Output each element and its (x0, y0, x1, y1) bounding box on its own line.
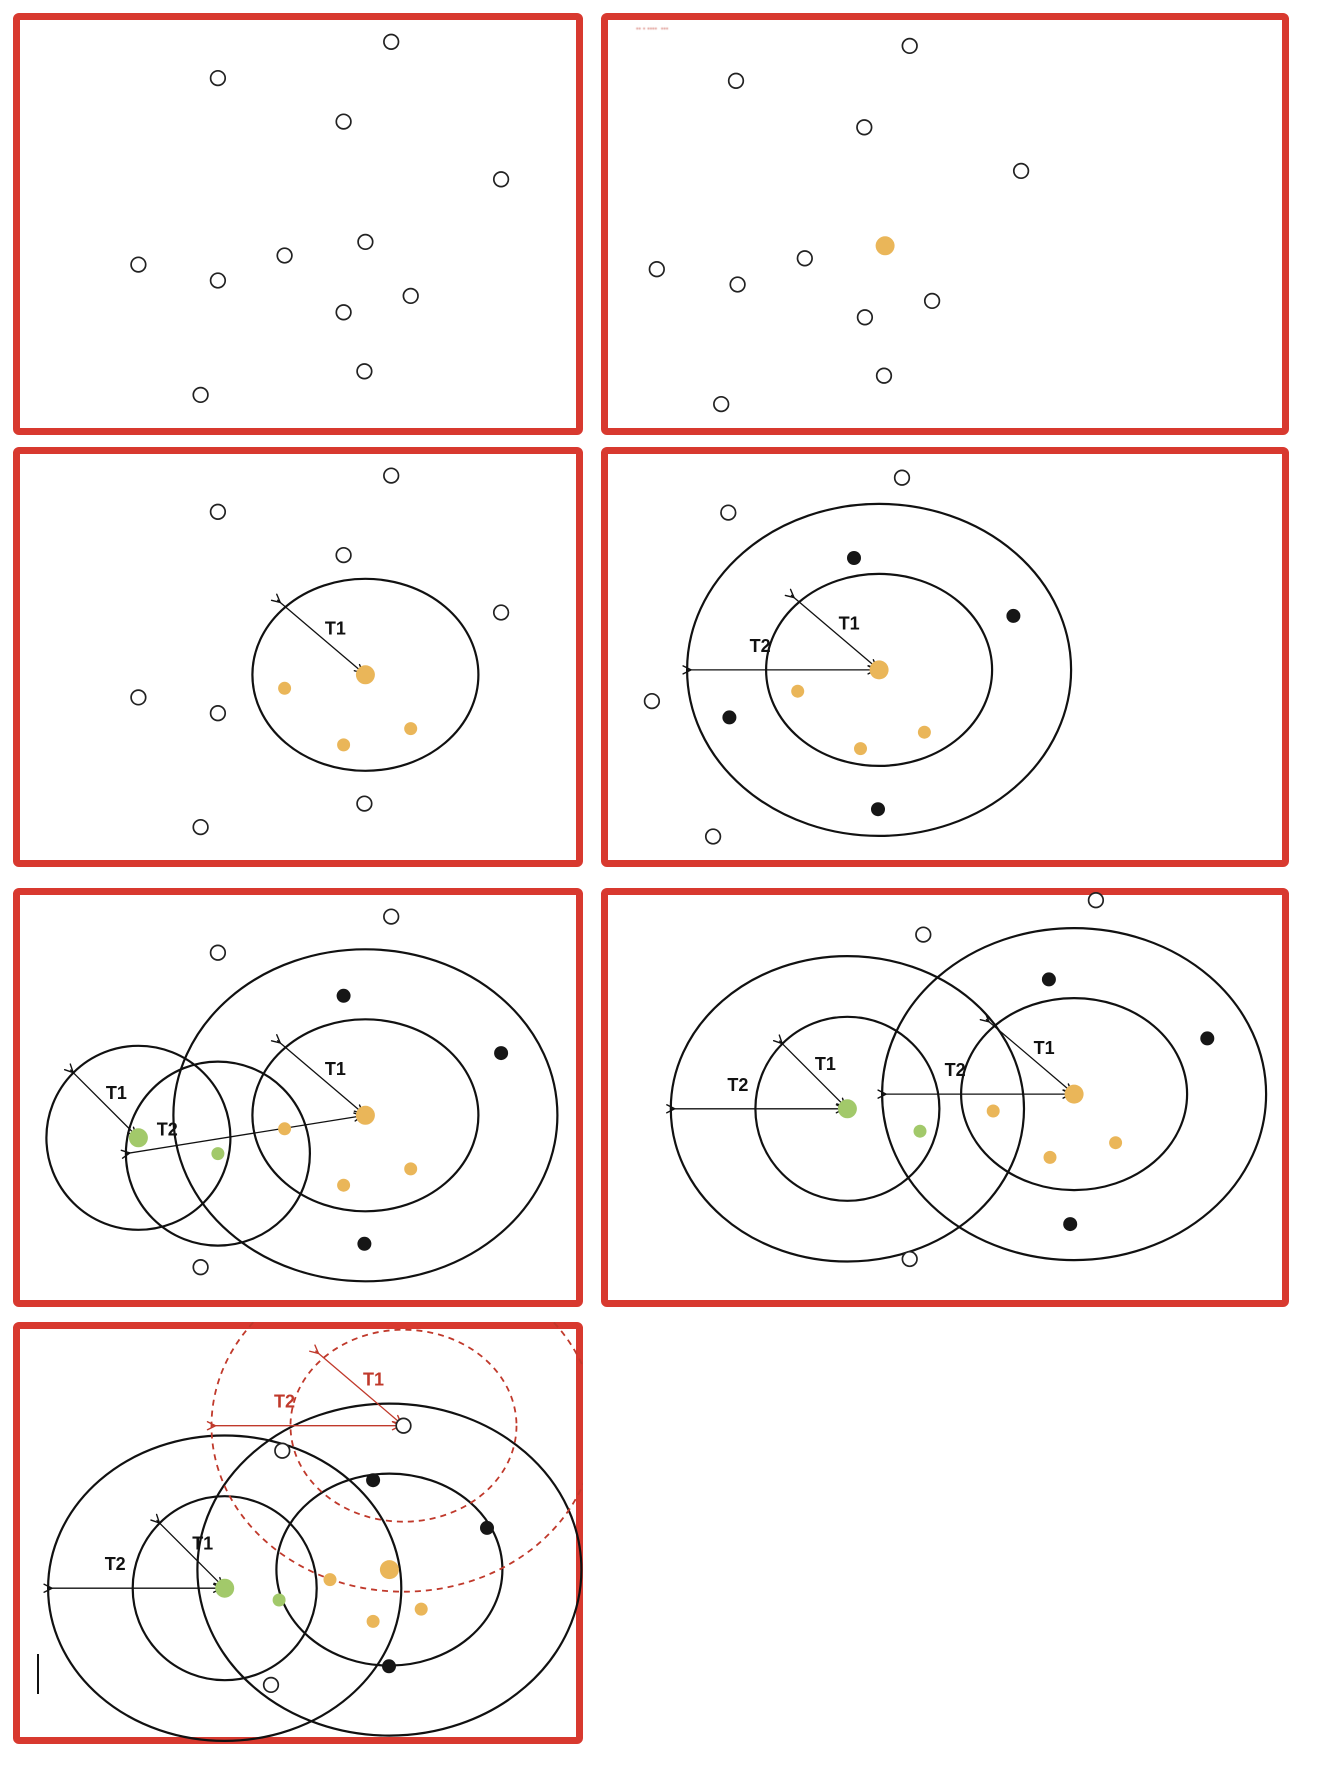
svg-text:T2: T2 (727, 1075, 748, 1095)
svg-text:T1: T1 (325, 619, 346, 639)
svg-text:T2: T2 (105, 1554, 126, 1574)
svg-text:T2: T2 (157, 1120, 178, 1140)
svg-text:T1: T1 (192, 1534, 213, 1554)
svg-text:T2: T2 (750, 636, 771, 656)
svg-text:T1: T1 (839, 614, 860, 634)
svg-text:•• • •••• •••: •• • •••• ••• (636, 26, 669, 33)
svg-text:T2: T2 (274, 1392, 295, 1412)
svg-text:T1: T1 (1034, 1038, 1055, 1058)
svg-text:T1: T1 (325, 1059, 346, 1079)
svg-text:T2: T2 (945, 1060, 966, 1080)
svg-text:T1: T1 (363, 1369, 384, 1389)
svg-text:T1: T1 (106, 1083, 127, 1103)
svg-text:T1: T1 (815, 1054, 836, 1074)
